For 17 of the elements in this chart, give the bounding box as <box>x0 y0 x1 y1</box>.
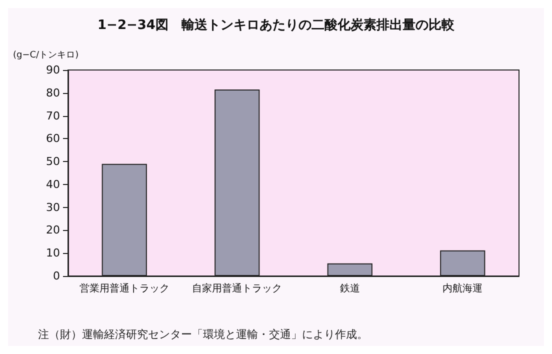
y-tick-label: 70 <box>46 109 60 122</box>
y-tick-label: 0 <box>53 270 60 282</box>
y-axis-title: (g−C/トンキロ) <box>13 50 79 60</box>
x-tick-label: 営業用普通トラック <box>79 282 170 294</box>
y-tick-label: 10 <box>46 246 60 260</box>
y-tick-label: 40 <box>46 178 60 191</box>
x-tick-label: 鉄道 <box>340 282 360 294</box>
y-tick-label: 60 <box>46 132 60 146</box>
x-tick-label: 内航海運 <box>442 282 483 294</box>
y-tick-label: 90 <box>46 64 60 76</box>
y-tick-label: 80 <box>46 86 60 100</box>
text: 注（財）運輸経済研究センター「環境と運輸・交通」により作成。 <box>38 328 368 341</box>
y-tick-label: 50 <box>46 155 60 168</box>
chart-title: 1−2−34図 輸送トンキロあたりの二酸化炭素排出量の比較 <box>98 17 456 33</box>
y-tick-label: 30 <box>46 200 60 214</box>
y-tick-label: 20 <box>46 224 60 237</box>
x-tick-label: 自家用普通トラック <box>192 282 282 294</box>
